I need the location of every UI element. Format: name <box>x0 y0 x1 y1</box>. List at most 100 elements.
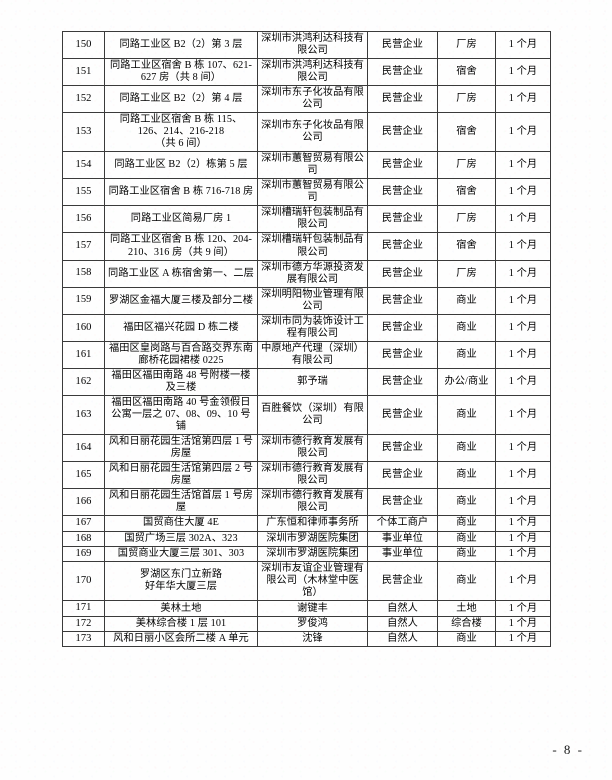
row-organization-text: 百胜餐饮（深圳）有限公司 <box>261 402 364 426</box>
row-address-text: 风和日丽花园生活馆第四层 1 号房屋 <box>108 435 254 459</box>
row-index: 163 <box>62 394 105 435</box>
row-index-text: 167 <box>75 517 92 529</box>
row-relief-duration-text: 1 个月 <box>508 408 538 420</box>
row-entity-type: 民营企业 <box>367 58 438 87</box>
row-index: 159 <box>62 286 105 315</box>
row-relief-duration: 1 个月 <box>495 530 551 547</box>
row-property-usage: 商业 <box>437 433 496 463</box>
row-relief-duration: 1 个月 <box>495 178 551 207</box>
row-address: 福田区福田南路 48 号附楼一楼及三楼 <box>104 367 258 396</box>
row-entity-type: 自然人 <box>367 600 438 617</box>
row-entity-type: 民营企业 <box>367 30 438 60</box>
row-relief-duration: 1 个月 <box>495 340 551 369</box>
property-tax-relief-table-container: 150 同路工业区 B2（2）第 3 层深圳市洪鸿利达科技有限公司 民营企业 厂房 1 … <box>62 30 551 648</box>
row-index-text: 161 <box>75 348 92 360</box>
row-property-usage-text: 商业 <box>456 548 477 560</box>
table-row: 159 罗湖区金福大厦三楼及部分二楼 深圳明阳物业管理有限公司 民营企业 商业 1 个月 <box>62 286 551 315</box>
row-organization-text: 深圳市洪鸿利达科技有限公司 <box>261 60 364 84</box>
row-address: 福田区福田南路 40 号金领假日公寓一层之 07、08、09、10 号铺 <box>104 394 258 435</box>
row-index: 167 <box>62 515 105 532</box>
row-property-usage: 办公/商业 <box>437 367 496 396</box>
row-property-usage-text: 厂房 <box>456 159 477 171</box>
row-property-usage: 厂房 <box>437 85 496 114</box>
row-address-text: 福田区皇岗路与百合路交界东南廊桥花园裙楼 0225 <box>108 342 254 366</box>
row-address-text: 美林综合楼 1 层 101 <box>135 617 227 629</box>
table-row: 150 同路工业区 B2（2）第 3 层 深圳市洪鸿利达科技有限公司 民营企业 厂房 1 … <box>62 30 551 60</box>
row-relief-duration-text: 1 个月 <box>508 321 538 333</box>
row-entity-type-text: 自然人 <box>387 602 418 614</box>
row-address: 美林综合楼 1 层 101 <box>104 615 258 633</box>
row-address-text: 风和日丽花园生活馆第四层 2 号房屋 <box>108 463 254 487</box>
row-organization: 深圳槽瑞轩包装制品有限公司 <box>257 205 368 234</box>
row-relief-duration-text: 1 个月 <box>508 294 538 306</box>
row-property-usage: 商业 <box>437 313 496 342</box>
table-row: 170 罗湖区东门立新路 好年华大厦三层 深圳市友谊企业管理有限公司（木林堂中医馆）… <box>62 561 551 602</box>
row-entity-type: 民营企业 <box>367 433 438 463</box>
row-entity-type-text: 民营企业 <box>381 441 424 453</box>
row-entity-type: 事业单位 <box>367 545 438 563</box>
row-organization-text: 中原地产代理（深圳）有限公司 <box>261 342 364 366</box>
row-property-usage-text: 商业 <box>456 294 477 306</box>
property-tax-relief-table: 150 同路工业区 B2（2）第 3 层深圳市洪鸿利达科技有限公司 民营企业 厂房 1 … <box>62 30 551 648</box>
row-index: 160 <box>62 313 105 342</box>
row-address: 罗湖区金福大厦三楼及部分二楼 <box>104 286 258 315</box>
row-relief-duration-text: 1 个月 <box>508 126 538 138</box>
row-index-text: 156 <box>75 213 92 225</box>
row-relief-duration-text: 1 个月 <box>508 159 538 171</box>
row-organization-text: 深圳市洪鸿利达科技有限公司 <box>261 33 364 57</box>
row-property-usage-text: 商业 <box>456 633 477 645</box>
row-property-usage: 商业 <box>437 340 496 369</box>
table-row: 160 福田区福兴花园 D 栋二楼 深圳市同为装饰设计工程有限公司 民营企业 商业 1 个… <box>62 313 551 342</box>
row-entity-type-text: 民营企业 <box>381 66 424 78</box>
row-property-usage: 商业 <box>437 631 496 648</box>
page-number: - 8 - <box>552 742 584 757</box>
row-property-usage-text: 商业 <box>456 348 477 360</box>
row-relief-duration: 1 个月 <box>495 151 551 180</box>
row-organization-text: 深圳市东子化妆品有限公司 <box>261 120 364 144</box>
row-entity-type: 民营企业 <box>367 205 438 234</box>
row-property-usage: 商业 <box>437 394 496 435</box>
row-property-usage: 商业 <box>437 460 496 490</box>
row-relief-duration: 1 个月 <box>495 232 551 261</box>
row-index-text: 151 <box>75 65 92 77</box>
row-organization-text: 广东恒和律师事务所 <box>266 517 359 529</box>
row-index-text: 164 <box>75 441 92 453</box>
row-relief-duration-text: 1 个月 <box>508 517 538 529</box>
row-index: 158 <box>62 259 105 288</box>
row-property-usage: 商业 <box>437 488 496 517</box>
row-property-usage: 商业 <box>437 286 496 315</box>
row-organization: 深圳市德行教育发展有限公司 <box>257 460 368 490</box>
row-relief-duration: 1 个月 <box>495 600 551 617</box>
row-relief-duration: 1 个月 <box>495 433 551 463</box>
row-property-usage: 厂房 <box>437 259 496 288</box>
row-entity-type-text: 民营企业 <box>381 575 424 587</box>
row-relief-duration: 1 个月 <box>495 394 551 435</box>
row-property-usage-text: 厂房 <box>456 93 477 105</box>
row-index-text: 150 <box>75 38 92 50</box>
row-property-usage-text: 宿舍 <box>456 126 477 138</box>
row-address: 同路工业区宿舍 B 栋 115、126、214、216-218 （共 6 间） <box>104 112 258 153</box>
row-entity-type: 民营企业 <box>367 286 438 315</box>
row-property-usage-text: 宿舍 <box>456 186 477 198</box>
row-relief-duration: 1 个月 <box>495 631 551 648</box>
row-index: 153 <box>62 112 105 153</box>
row-address: 罗湖区东门立新路 好年华大厦三层 <box>104 561 258 602</box>
row-organization: 中原地产代理（深圳）有限公司 <box>257 340 368 369</box>
row-property-usage: 土地 <box>437 600 496 617</box>
row-index-text: 168 <box>75 532 92 544</box>
table-row: 171 美林土地 谢键丰 自然人 土地 1 个月 <box>62 600 551 617</box>
row-address: 福田区皇岗路与百合路交界东南廊桥花园裙楼 0225 <box>104 340 258 369</box>
row-entity-type-text: 事业单位 <box>381 532 424 544</box>
row-index: 169 <box>62 545 105 563</box>
row-property-usage-text: 商业 <box>456 496 477 508</box>
row-organization-text: 深圳市蕙智贸易有限公司 <box>261 153 364 177</box>
row-organization: 深圳市洪鸿利达科技有限公司 <box>257 30 368 60</box>
row-address: 同路工业区简易厂房 1 <box>104 205 258 234</box>
row-organization: 深圳市德方华源投资发展有限公司 <box>257 259 368 288</box>
row-property-usage-text: 宿舍 <box>456 240 477 252</box>
row-address-text: 风和日丽花园生活馆首层 1 号房屋 <box>108 490 254 514</box>
table-row: 173 风和日丽小区会所二楼 A 单元 沈锋 自然人 商业 1 个月 <box>62 631 551 648</box>
row-relief-duration: 1 个月 <box>495 58 551 87</box>
table-row: 163 福田区福田南路 40 号金领假日公寓一层之 07、08、09、10 号铺百… <box>62 394 551 435</box>
row-entity-type: 民营企业 <box>367 232 438 261</box>
